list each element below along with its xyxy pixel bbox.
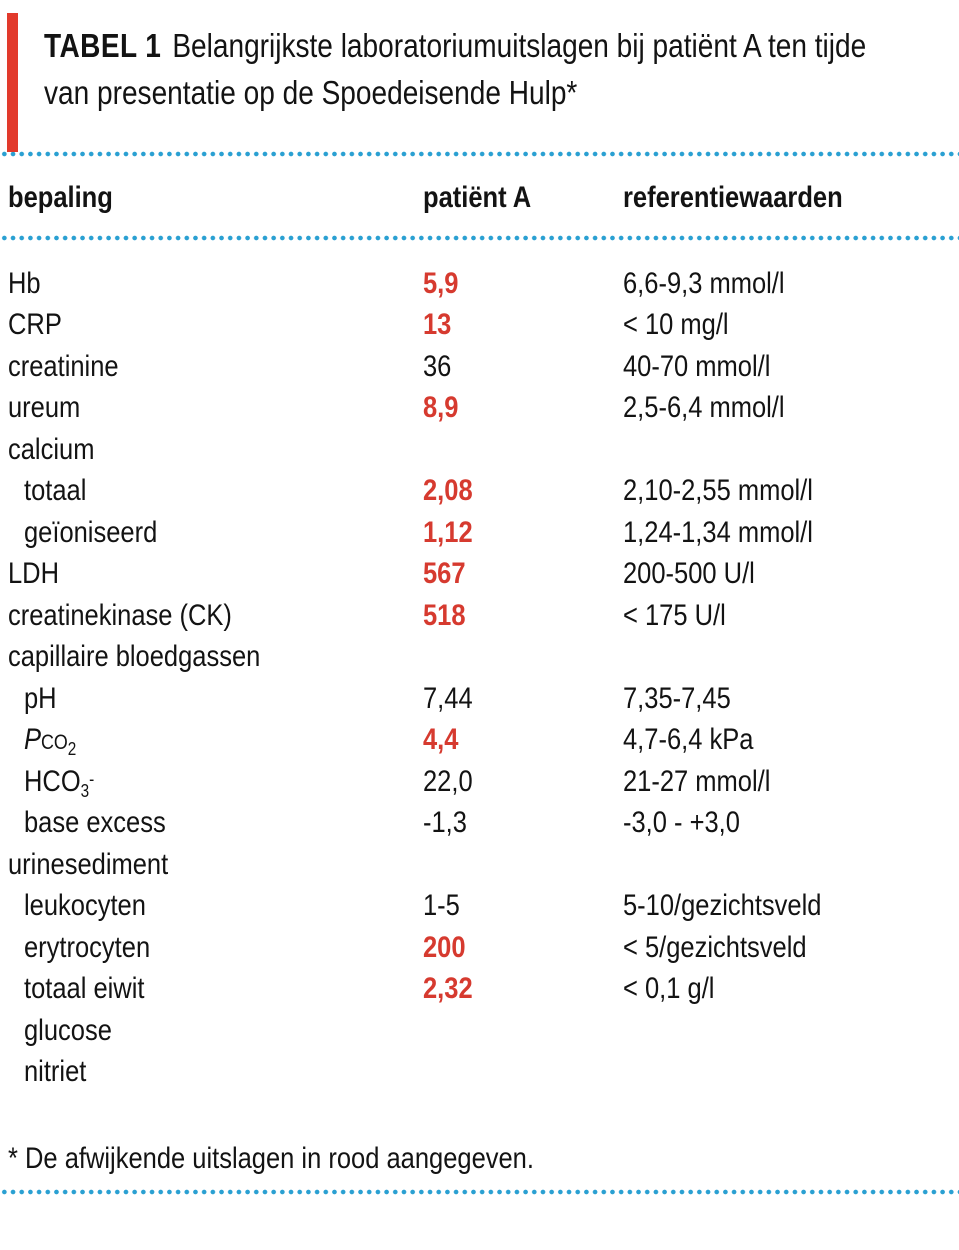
table-row: Pco2 4,4 4,7-6,4 kPa <box>8 720 951 762</box>
table-row: totaal eiwit 2,32 < 0,1 g/l <box>8 969 951 1011</box>
title-text-line1: Belangrijkste laboratoriumuitslagen bij … <box>172 27 867 64</box>
bepaling-cell: totaal eiwit <box>24 972 145 1006</box>
bepaling-cell: geïoniseerd <box>24 515 158 549</box>
patient-value: -1,3 <box>423 806 467 840</box>
table-row: creatinekinase (CK) 518 < 175 U/l <box>8 595 951 637</box>
bepaling-cell: urinesediment <box>8 847 169 881</box>
table-row: geïoniseerd 1,12 1,24-1,34 mmol/l <box>8 512 951 554</box>
reference-value: 1,24-1,34 mmol/l <box>623 515 813 549</box>
table-row: base excess -1,3 -3,0 - +3,0 <box>8 803 951 845</box>
patient-value: 8,9 <box>423 391 459 425</box>
bepaling-cell: ureum <box>8 391 81 425</box>
patient-value: 13 <box>423 308 452 342</box>
dotted-divider-header <box>0 235 959 241</box>
column-header-patient: patiënt A <box>423 181 532 214</box>
table-row: Hb 5,9 6,6-9,3 mmol/l <box>8 263 951 305</box>
table-row: LDH 567 200-500 U/l <box>8 554 951 596</box>
accent-bar <box>7 13 18 152</box>
bepaling-cell: pH <box>24 681 57 715</box>
reference-value: 40-70 mmol/l <box>623 349 771 383</box>
reference-value: -3,0 - +3,0 <box>623 806 740 840</box>
patient-value: 2,32 <box>423 972 473 1006</box>
reference-value: < 10 mg/l <box>623 308 729 342</box>
bepaling-cell: CRP <box>8 308 62 342</box>
table-row: calcium <box>8 429 951 471</box>
bepaling-cell: totaal <box>24 474 87 508</box>
table-row: nitriet <box>8 1052 951 1094</box>
bepaling-cell: glucose <box>24 1013 112 1047</box>
reference-value: 7,35-7,45 <box>623 681 731 715</box>
bepaling-cell: HCO3- <box>24 764 95 801</box>
table-row: glucose <box>8 1010 951 1052</box>
footnote-text: * De afwijkende uitslagen in rood aangeg… <box>8 1142 534 1175</box>
reference-value: < 0,1 g/l <box>623 972 715 1006</box>
table-row: ureum 8,9 2,5-6,4 mmol/l <box>8 388 951 430</box>
patient-value: 1,12 <box>423 515 473 549</box>
patient-value: 2,08 <box>423 474 473 508</box>
patient-value: 36 <box>423 349 452 383</box>
table-row: pH 7,44 7,35-7,45 <box>8 678 951 720</box>
patient-value: 1-5 <box>423 889 460 923</box>
bepaling-cell: calcium <box>8 432 95 466</box>
reference-value <box>623 1014 951 1048</box>
bepaling-cell: creatinine <box>8 349 119 383</box>
bepaling-cell: Hb <box>8 266 41 300</box>
table-row: urinesediment <box>8 844 951 886</box>
patient-value: 7,44 <box>423 681 473 715</box>
table-row: leukocyten 1-5 5-10/gezichtsveld <box>8 886 951 928</box>
table-row: totaal 2,08 2,10-2,55 mmol/l <box>8 471 951 513</box>
table-row: creatinine 36 40-70 mmol/l <box>8 346 951 388</box>
bepaling-cell: creatinekinase (CK) <box>8 598 232 632</box>
column-header-bepaling: bepaling <box>8 181 113 214</box>
patient-value <box>423 848 623 882</box>
reference-value <box>623 848 951 882</box>
reference-value: 4,7-6,4 kPa <box>623 723 754 757</box>
reference-value: 2,10-2,55 mmol/l <box>623 474 813 508</box>
patient-value: 518 <box>423 598 466 632</box>
title-text-line2: van presentatie op de Spoedeisende Hulp* <box>44 74 578 111</box>
lab-table-body: Hb 5,9 6,6-9,3 mmol/l CRP 13 < 10 mg/l c… <box>8 263 951 1093</box>
bepaling-cell: base excess <box>24 806 166 840</box>
bepaling-cell: leukocyten <box>24 889 146 923</box>
patient-value: 200 <box>423 930 466 964</box>
lab-table: Hb 5,9 6,6-9,3 mmol/l CRP 13 < 10 mg/l c… <box>0 263 959 1093</box>
table-number: TABEL 1 <box>44 27 162 64</box>
patient-value <box>423 640 623 674</box>
table-row: HCO3- 22,0 21-27 mmol/l <box>8 761 951 803</box>
bepaling-cell: capillaire bloedgassen <box>8 640 261 674</box>
bepaling-cell: erytrocyten <box>24 930 151 964</box>
reference-value <box>623 1055 951 1089</box>
patient-value: 567 <box>423 557 466 591</box>
table-title: TABEL 1 Belangrijkste laboratoriumuitslag… <box>0 0 959 116</box>
reference-value: 6,6-9,3 mmol/l <box>623 266 785 300</box>
bepaling-cell: nitriet <box>24 1055 87 1089</box>
patient-value: 5,9 <box>423 266 459 300</box>
column-header-reference: referentiewaarden <box>623 181 843 214</box>
patient-value: 22,0 <box>423 764 473 798</box>
footnote: * De afwijkende uitslagen in rood aangeg… <box>0 1138 959 1179</box>
table-title-line2: van presentatie op de Spoedeisende Hulp* <box>44 69 959 116</box>
reference-value: 2,5-6,4 mmol/l <box>623 391 785 425</box>
table-row: capillaire bloedgassen <box>8 637 951 679</box>
bepaling-cell: LDH <box>8 557 60 591</box>
column-header-row: bepaling patiënt A referentiewaarden <box>0 181 959 215</box>
table-title-line1: TABEL 1 Belangrijkste laboratoriumuitslag… <box>44 22 959 69</box>
patient-value <box>423 433 623 467</box>
reference-value: 200-500 U/l <box>623 557 755 591</box>
reference-value: < 5/gezichtsveld <box>623 930 807 964</box>
reference-value: 21-27 mmol/l <box>623 764 771 798</box>
patient-value <box>423 1055 623 1089</box>
patient-value: 4,4 <box>423 723 459 757</box>
patient-value <box>423 1014 623 1048</box>
reference-value: < 175 U/l <box>623 598 726 632</box>
reference-value <box>623 640 951 674</box>
table-row: CRP 13 < 10 mg/l <box>8 305 951 347</box>
reference-value: 5-10/gezichtsveld <box>623 889 822 923</box>
dotted-divider-bottom <box>0 1189 959 1195</box>
reference-value <box>623 433 951 467</box>
bepaling-cell: Pco2 <box>24 723 77 760</box>
dotted-divider-top <box>0 151 959 157</box>
table-row: erytrocyten 200 < 5/gezichtsveld <box>8 927 951 969</box>
